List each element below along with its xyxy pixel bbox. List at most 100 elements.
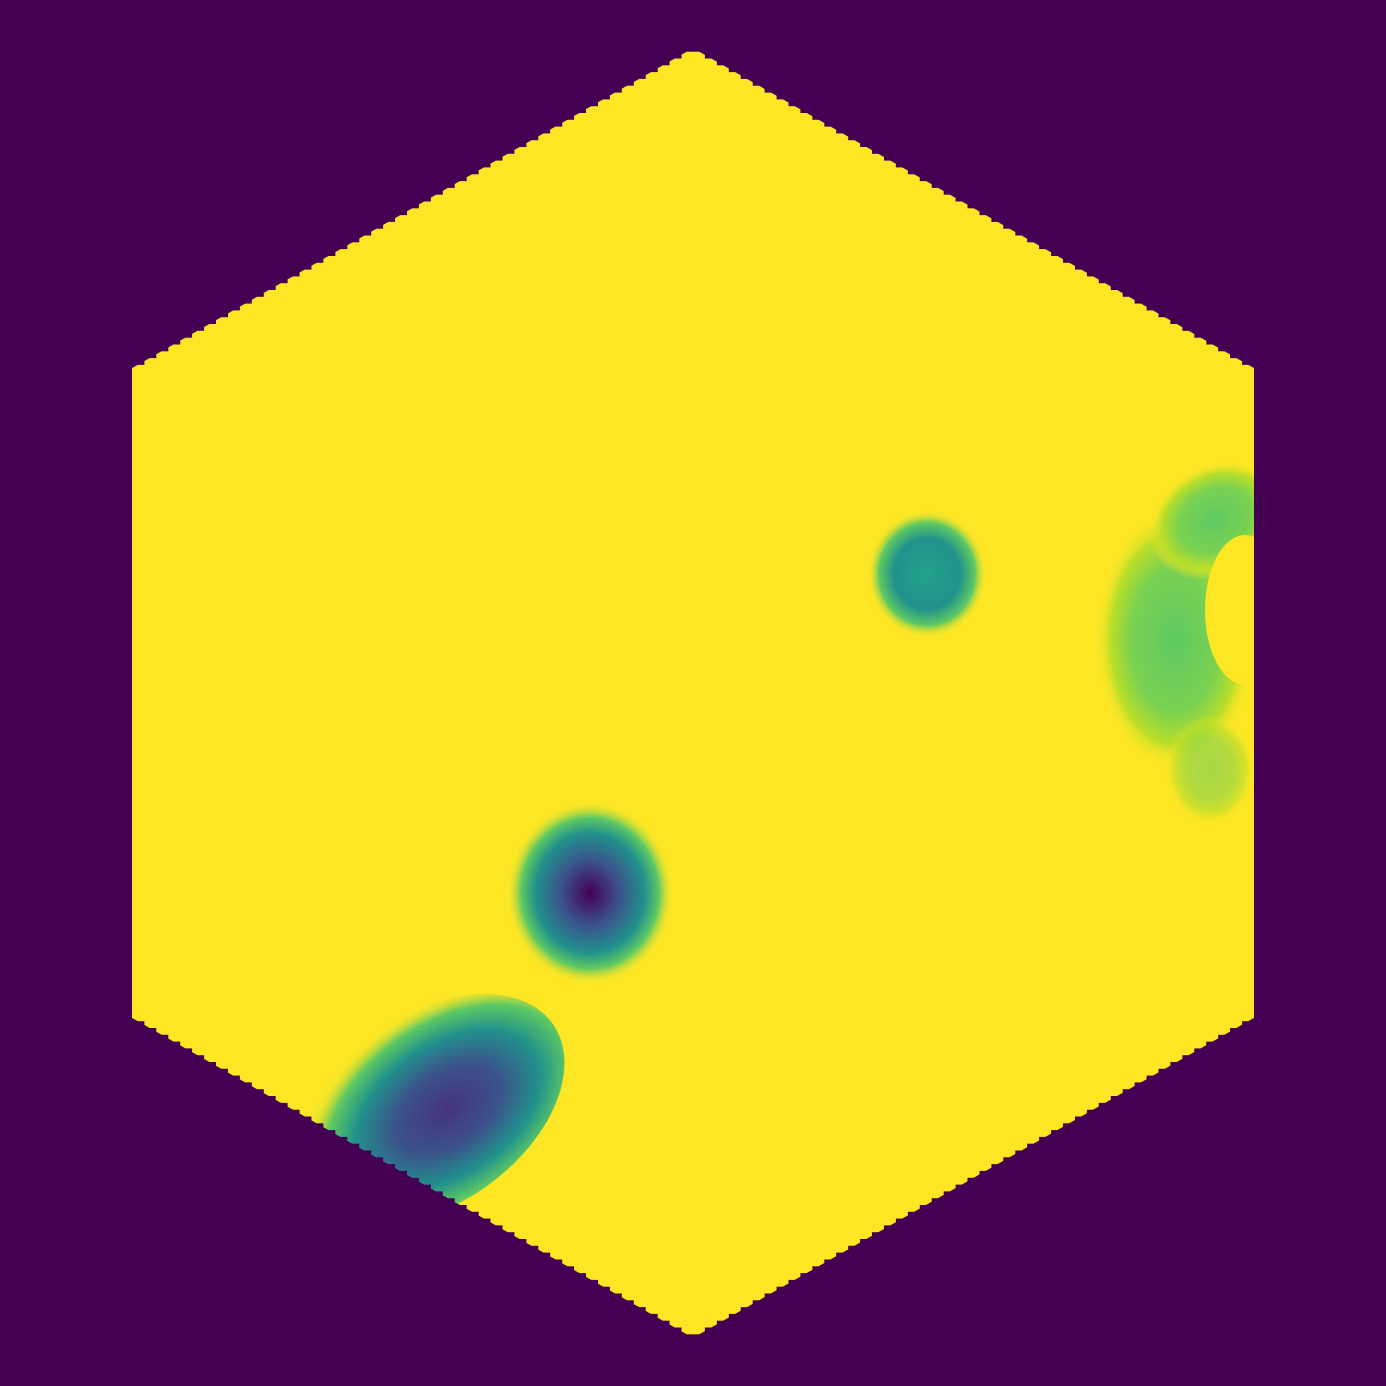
edge-step (1146, 1075, 1159, 1080)
edge-step (1027, 238, 1040, 243)
edge-step (860, 1239, 873, 1243)
edge-step (1242, 361, 1255, 365)
edge-step (633, 1307, 646, 1311)
edge-step (299, 265, 312, 270)
edge-step (561, 1266, 575, 1270)
edge-step (478, 1218, 491, 1223)
edge-step (275, 1102, 288, 1107)
edge-step (346, 238, 360, 243)
edge-step (203, 1062, 216, 1066)
edge-step (919, 1205, 933, 1209)
edge-step (466, 1211, 479, 1216)
edge-step (549, 1259, 563, 1264)
edge-step (895, 1218, 909, 1223)
edge-step (1086, 1109, 1100, 1114)
edge-step (573, 109, 586, 113)
edge-step (931, 1198, 945, 1202)
teal-spot (867, 510, 987, 638)
edge-step (1075, 1116, 1088, 1121)
edge-step (1170, 320, 1183, 324)
edge-step (943, 191, 957, 195)
edge-step (872, 1232, 885, 1236)
edge-step (155, 1034, 169, 1039)
edge-step (334, 1136, 348, 1141)
edge-step (1230, 354, 1243, 359)
hex-edge-steps (132, 48, 1255, 1338)
edge-step (597, 1286, 610, 1291)
edge-step (1027, 1143, 1040, 1148)
edge-step (179, 334, 193, 338)
edge-step (812, 116, 825, 120)
edge-step (370, 225, 384, 229)
edge-step (394, 1170, 407, 1175)
edge-step (203, 320, 216, 324)
edge-step (287, 1109, 300, 1114)
green-lower-tail (1165, 715, 1254, 825)
edge-step (645, 68, 658, 73)
edge-step (812, 1266, 825, 1270)
edge-step (1218, 1034, 1231, 1039)
edge-step (979, 211, 992, 216)
edge-step (191, 1055, 205, 1059)
edge-step (382, 218, 396, 222)
edge-step (502, 150, 515, 154)
edge-step (311, 1123, 324, 1127)
edge-step (693, 48, 706, 52)
edge-step (514, 143, 527, 147)
edge-step (514, 1239, 527, 1243)
edge-step (358, 231, 372, 236)
edge-step (681, 48, 694, 52)
edge-step (502, 1232, 515, 1236)
edge-step (1015, 231, 1028, 236)
edge-step (931, 184, 945, 188)
edge-step (1003, 225, 1016, 229)
edge-step (406, 1177, 419, 1182)
edge-step (143, 1028, 157, 1032)
edge-step (943, 1191, 957, 1196)
edge-step (561, 116, 575, 120)
edge-step (704, 1327, 718, 1332)
edge-step (418, 1184, 431, 1189)
edge-step (346, 1143, 360, 1148)
edge-step (979, 1170, 992, 1175)
edge-step (1110, 1096, 1124, 1100)
edge-step (800, 1273, 813, 1277)
edge-step (1086, 272, 1100, 277)
edge-step (597, 95, 610, 100)
edge-step (490, 156, 503, 161)
edge-step (585, 1279, 598, 1284)
edge-step (609, 88, 622, 93)
edge-step (394, 211, 407, 216)
edge-step (1110, 286, 1124, 290)
edge-step (525, 136, 539, 141)
edge-step (239, 299, 252, 304)
edge-step (788, 102, 801, 107)
edge-step (919, 177, 933, 182)
edge-step (191, 327, 205, 331)
edge-step (693, 1334, 706, 1338)
edge-step (466, 170, 479, 175)
edge-step (776, 1286, 789, 1291)
edge-step (406, 204, 419, 209)
edge-step (955, 1184, 968, 1189)
edge-step (454, 1205, 467, 1209)
edge-step (669, 54, 682, 59)
edge-step (299, 1116, 312, 1121)
edge-step (1170, 1062, 1183, 1066)
edge-step (155, 347, 169, 352)
edge-step (132, 361, 145, 365)
edge-step (251, 293, 264, 297)
edge-step (490, 1225, 503, 1230)
edge-step (334, 245, 348, 250)
edge-step (215, 1068, 228, 1073)
edge-step (1039, 245, 1052, 250)
edge-step (788, 1279, 801, 1284)
edge-step (478, 163, 491, 168)
edge-step (621, 1300, 634, 1304)
edge-step (1015, 1150, 1028, 1155)
edge-step (1134, 1082, 1147, 1087)
edge-step (728, 68, 742, 73)
edge-step (848, 1245, 861, 1250)
edge-step (752, 82, 766, 86)
edge-step (967, 204, 980, 209)
